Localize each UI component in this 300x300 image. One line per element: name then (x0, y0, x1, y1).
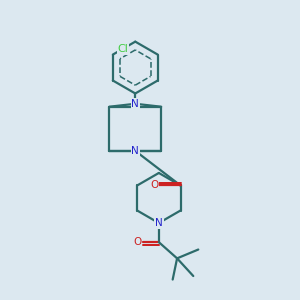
Text: Cl: Cl (118, 44, 129, 54)
Text: N: N (155, 218, 163, 228)
Text: O: O (133, 237, 142, 247)
Text: O: O (150, 181, 158, 190)
Text: N: N (131, 99, 139, 109)
Text: N: N (131, 146, 139, 156)
